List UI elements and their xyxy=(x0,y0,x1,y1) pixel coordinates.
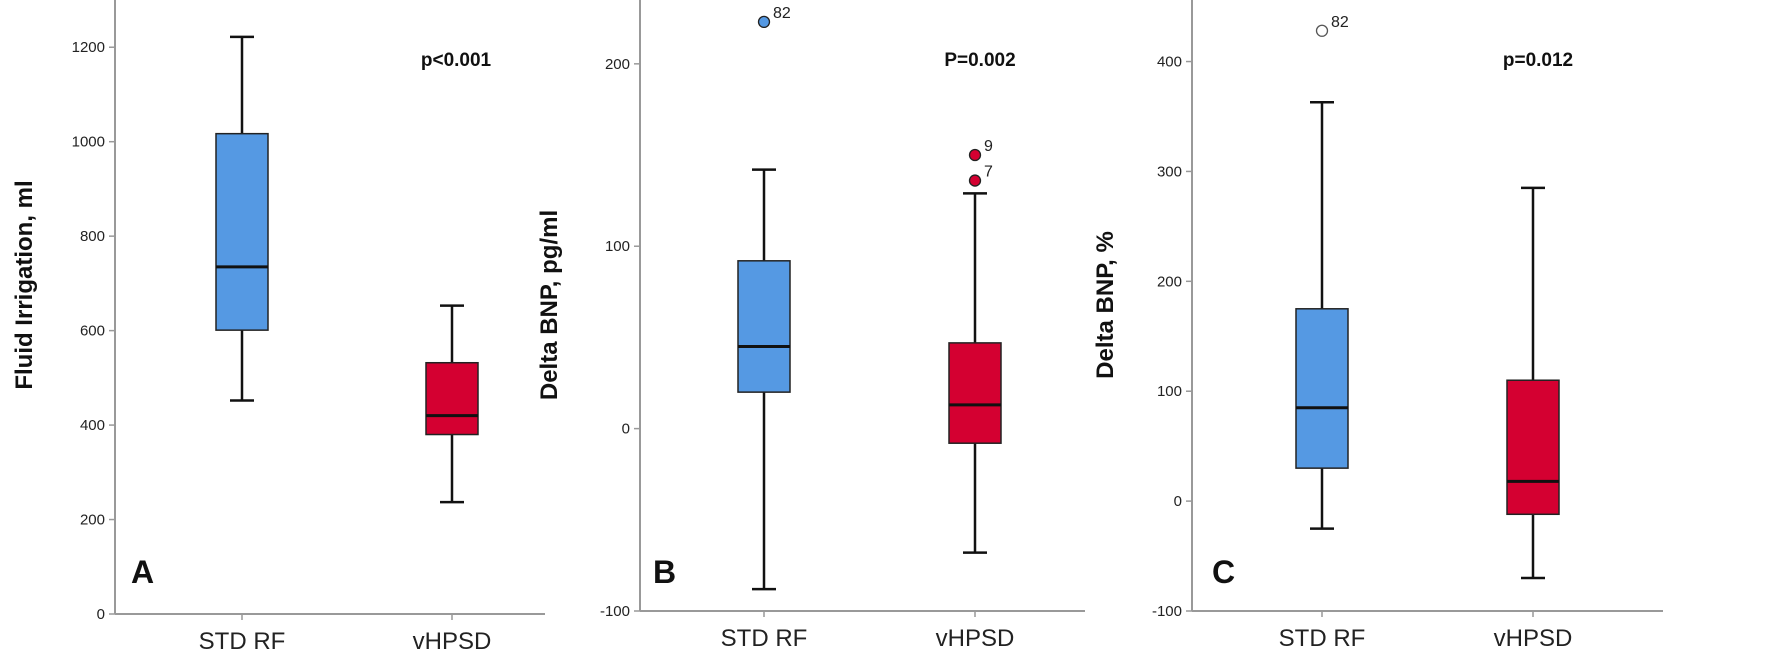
outlier-label: 82 xyxy=(773,5,791,22)
outlier-point xyxy=(968,174,982,187)
x-tick-label: STD RF xyxy=(199,628,286,655)
y-tick-label: 200 xyxy=(80,512,105,529)
x-tick-label: vHPSD xyxy=(1494,625,1573,652)
panel-label: B xyxy=(653,554,676,590)
outlier-point xyxy=(1315,24,1329,37)
p-value-annotation: P=0.002 xyxy=(944,50,1015,71)
y-tick-label: -100 xyxy=(1152,603,1182,620)
y-tick-label: 1200 xyxy=(72,39,105,56)
panel-label: A xyxy=(131,554,154,590)
y-axis-label: Fluid Irrigation, ml xyxy=(11,180,38,389)
iqr-box xyxy=(425,361,479,436)
iqr-box xyxy=(1506,379,1560,516)
y-tick-label: 400 xyxy=(1157,54,1182,71)
outlier-label: 9 xyxy=(984,138,993,155)
y-tick-label: 200 xyxy=(605,56,630,73)
x-tick-label: STD RF xyxy=(1279,625,1366,652)
y-tick-label: 0 xyxy=(1174,493,1182,510)
outlier-point xyxy=(757,15,771,29)
y-axis-label: Delta BNP, % xyxy=(1092,231,1119,379)
outlier-label: 82 xyxy=(1331,14,1349,31)
x-tick-label: vHPSD xyxy=(936,625,1015,652)
iqr-box xyxy=(948,342,1002,444)
y-tick-label: 300 xyxy=(1157,163,1182,180)
outlier-point xyxy=(968,148,982,162)
iqr-box xyxy=(215,132,269,331)
iqr-box xyxy=(1295,308,1349,469)
y-tick-label: 0 xyxy=(622,421,630,438)
iqr-box xyxy=(737,260,791,393)
y-tick-label: 400 xyxy=(80,417,105,434)
p-value-annotation: p=0.012 xyxy=(1503,50,1573,71)
outlier-label: 7 xyxy=(984,164,993,181)
y-tick-label: 600 xyxy=(80,323,105,340)
y-tick-label: 100 xyxy=(605,238,630,255)
y-tick-label: -100 xyxy=(600,603,630,620)
p-value-annotation: p<0.001 xyxy=(421,50,492,71)
y-tick-label: 100 xyxy=(1157,383,1182,400)
y-tick-label: 0 xyxy=(97,606,105,623)
y-axis-label: Delta BNP, pg/ml xyxy=(536,210,563,400)
y-tick-label: 200 xyxy=(1157,273,1182,290)
y-tick-label: 1000 xyxy=(72,134,105,151)
y-tick-label: 800 xyxy=(80,228,105,245)
panel-label: C xyxy=(1212,554,1235,590)
x-tick-label: STD RF xyxy=(721,625,808,652)
x-tick-label: vHPSD xyxy=(413,628,492,655)
